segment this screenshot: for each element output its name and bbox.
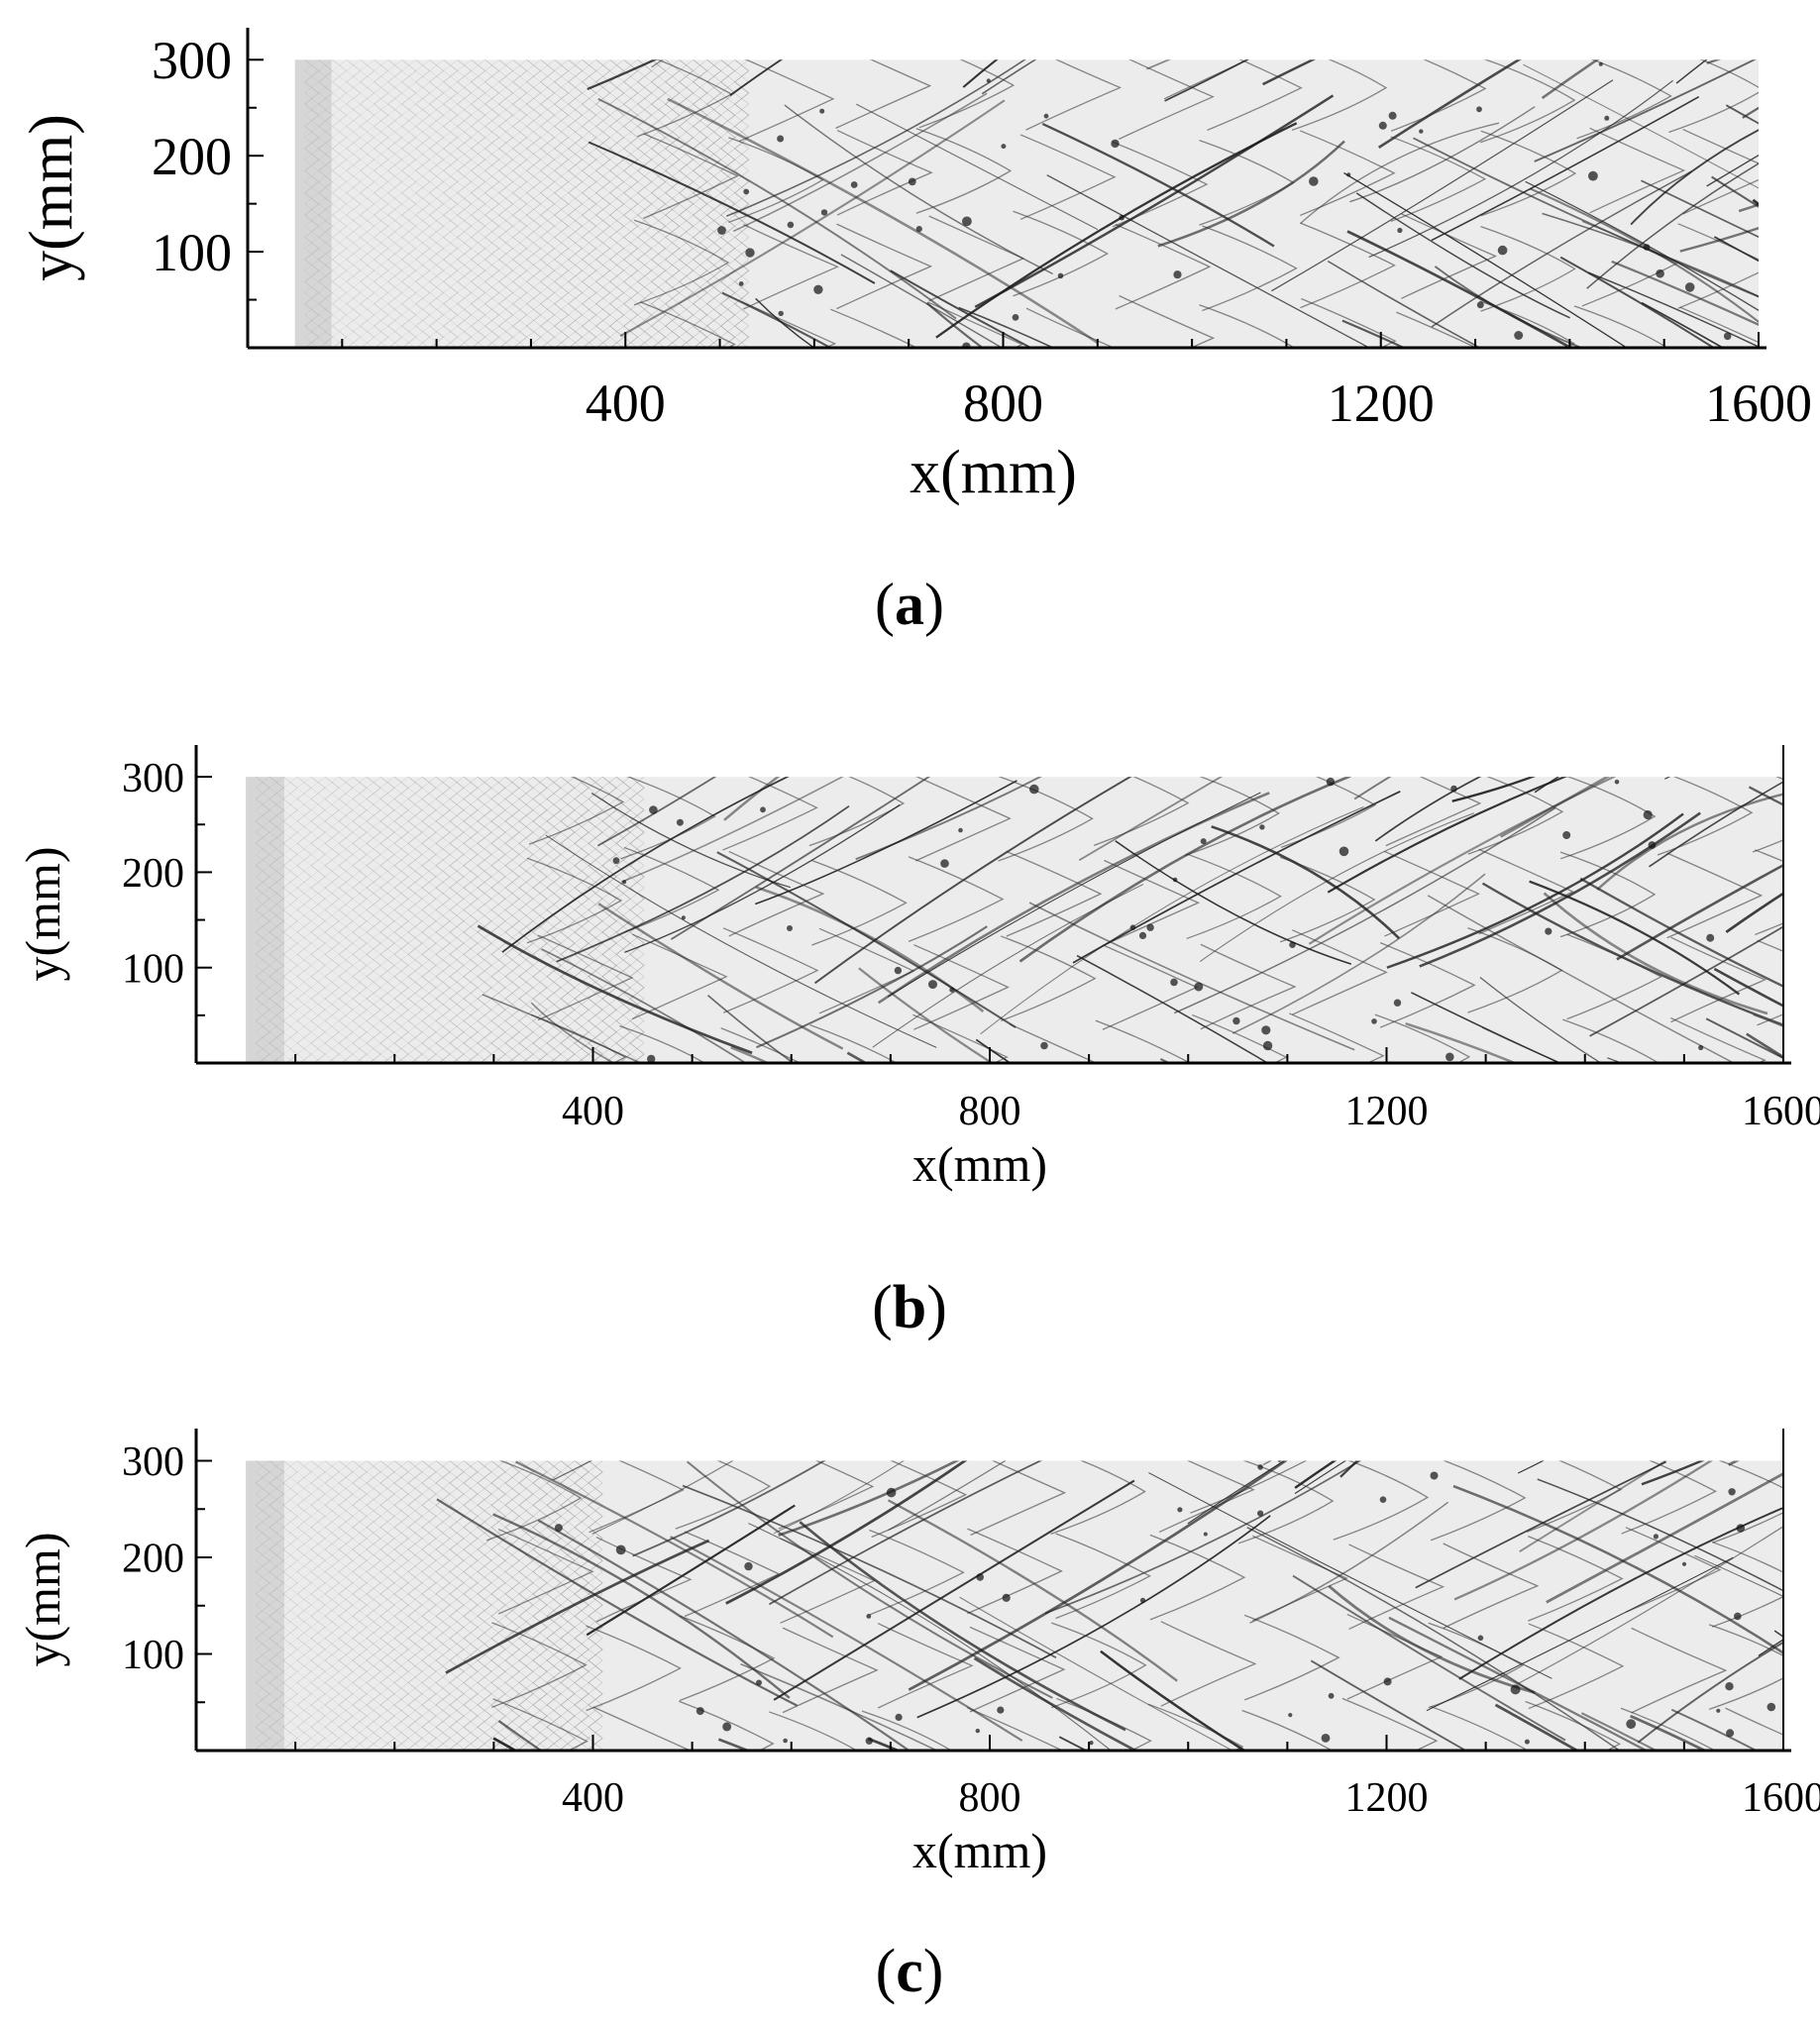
caption-letter: c <box>896 1938 923 2005</box>
y-tick-label: 200 <box>122 851 184 897</box>
caption-open-paren: ( <box>872 1274 893 1341</box>
caption-letter: a <box>895 572 924 637</box>
y-tick-label: 100 <box>152 223 232 282</box>
x-axis-label: x(mm) <box>912 1823 1047 1878</box>
panel-b: 400 800 1200 1600 100 200 300 x(mm) y(mm) (b) <box>15 745 1820 1341</box>
x-tick-label: 800 <box>959 1089 1021 1134</box>
x-tick-label: 1600 <box>1742 1089 1820 1134</box>
y-axis-label: y(mm) <box>18 114 85 281</box>
y-tick-label: 300 <box>122 756 184 801</box>
x-tick-label: 1200 <box>1328 373 1435 433</box>
x-axis-label: x(mm) <box>910 439 1077 506</box>
panel-caption: (c) <box>876 1938 944 2005</box>
caption-open-paren: ( <box>875 572 895 637</box>
x-tick-label: 800 <box>959 1775 1021 1821</box>
y-tick-label: 100 <box>122 1633 184 1678</box>
y-tick-label: 300 <box>122 1439 184 1485</box>
y-tick-label: 100 <box>122 946 184 992</box>
x-tick-label: 400 <box>562 1775 624 1821</box>
caption-close-paren: ) <box>923 1938 944 2005</box>
caption-letter: b <box>893 1274 926 1341</box>
x-tick-label: 400 <box>586 373 666 433</box>
panel-caption: (a) <box>875 572 944 637</box>
y-axis-label: y(mm) <box>15 846 70 981</box>
y-tick-label: 200 <box>152 127 232 186</box>
x-tick-label: 1600 <box>1742 1775 1820 1821</box>
y-axis-label: y(mm) <box>15 1532 70 1666</box>
x-tick-label: 400 <box>562 1089 624 1134</box>
panel-a: 400 800 1200 1600 100 200 300 x(mm) y(mm) (a) <box>18 28 1812 637</box>
foil-pattern <box>246 1460 1783 1751</box>
x-tick-label: 1200 <box>1345 1089 1429 1134</box>
panel-caption: (b) <box>872 1274 947 1341</box>
x-tick-label: 800 <box>963 373 1043 433</box>
foil-pattern <box>246 777 1783 1063</box>
x-tick-label: 1200 <box>1345 1775 1429 1821</box>
x-axis-label: x(mm) <box>912 1136 1047 1192</box>
foil-pattern <box>294 59 1759 349</box>
y-tick-label: 300 <box>152 31 232 90</box>
y-tick-label: 200 <box>122 1537 184 1582</box>
x-tick-label: 1600 <box>1705 373 1812 433</box>
caption-close-paren: ) <box>926 1274 947 1341</box>
panel-c: 400 800 1200 1600 100 200 300 x(mm) y(mm) (c) <box>15 1429 1820 2005</box>
caption-close-paren: ) <box>924 572 944 637</box>
caption-open-paren: ( <box>876 1938 897 2005</box>
